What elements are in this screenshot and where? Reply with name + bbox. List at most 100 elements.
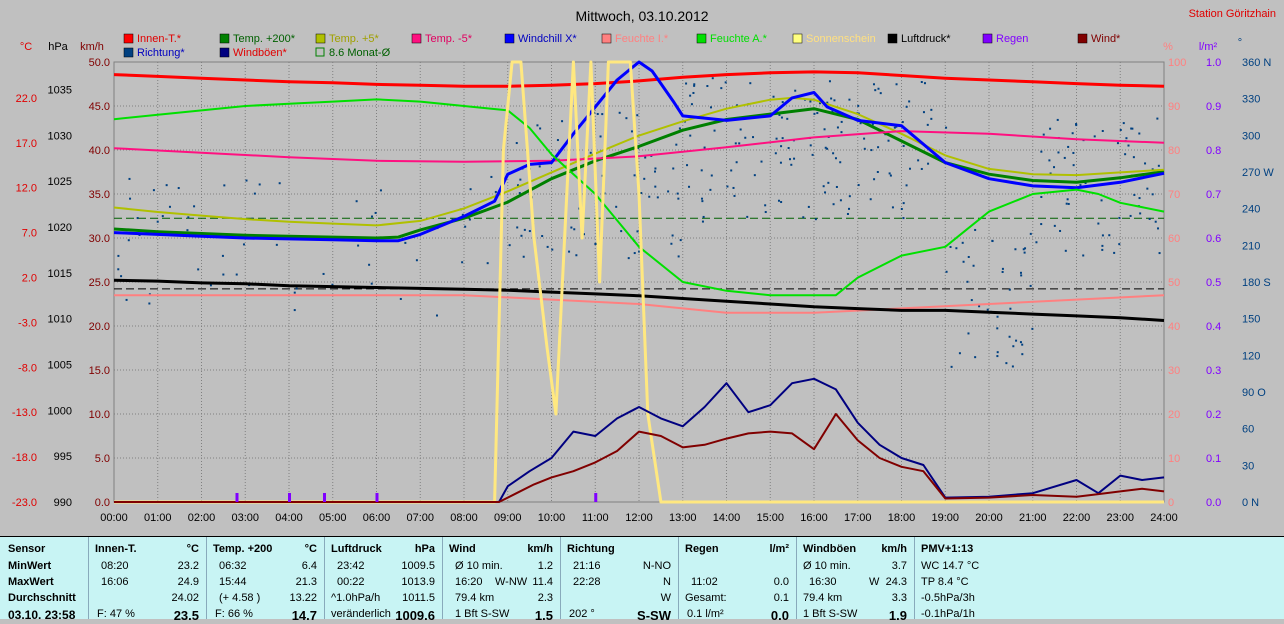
direction-dot [730, 169, 733, 172]
direction-dot [824, 191, 827, 194]
direction-dot [873, 178, 876, 181]
direction-dot [370, 282, 373, 285]
boeen-avg-label: Ø 10 min. [803, 560, 851, 572]
time-tick: 02:00 [188, 512, 216, 524]
time-tick: 22:00 [1063, 512, 1091, 524]
temp-tick: -13.0 [12, 407, 37, 419]
wind-max-value: 11.4 [532, 576, 553, 588]
wind-unit: km/h [80, 41, 104, 53]
direction-dot [822, 185, 825, 188]
humidity-tick: 80 [1168, 145, 1180, 157]
temp200-max-value: 21.3 [295, 576, 317, 588]
legend-label: Luftdruck* [901, 33, 951, 45]
direction-dot [570, 226, 573, 229]
direction-tick: 240 [1242, 204, 1260, 216]
pressure-tick: 1015 [48, 268, 72, 280]
wind-avg-value: 2.3 [537, 592, 553, 604]
direction-dot [711, 77, 714, 80]
direction-dot [1116, 142, 1119, 145]
direction-dot [819, 102, 822, 105]
direction-dot [125, 298, 128, 301]
wind-max-direction: W-NW [495, 576, 528, 588]
luftdruck-max-value: 1013.9 [401, 576, 435, 588]
direction-dot [222, 273, 225, 276]
wind-distance: 79.4 km [455, 592, 495, 604]
direction-dot [156, 220, 159, 223]
legend-label: Feuchte I.* [615, 33, 669, 45]
direction-dot [1001, 270, 1004, 273]
humidity-tick: 60 [1168, 233, 1180, 245]
direction-dot [949, 245, 952, 248]
direction-dot [692, 91, 695, 94]
boeen-title: Windböen [803, 543, 857, 555]
direction-dot [1146, 187, 1149, 190]
time-tick: 01:00 [144, 512, 172, 524]
rain-tick: 0.6 [1206, 233, 1221, 245]
direction-dot [1040, 223, 1043, 226]
temp-tick: -8.0 [18, 362, 37, 374]
boeen-unit: km/h [881, 543, 907, 555]
pressure-tick: 1005 [48, 360, 72, 372]
rain-tick: 0.7 [1206, 189, 1221, 201]
boeen-current-value: 1.9 [888, 608, 907, 623]
time-tick: 18:00 [888, 512, 916, 524]
chart-title: Mittwoch, 03.10.2012 [575, 8, 708, 24]
direction-dot [136, 217, 139, 220]
direction-dot [672, 167, 675, 170]
direction-dot [242, 243, 245, 246]
direction-dot [1082, 254, 1085, 257]
direction-dot [1108, 234, 1111, 237]
direction-dot [863, 137, 866, 140]
pressure-unit: hPa [48, 41, 68, 53]
series-feuchte-i [114, 294, 1165, 314]
direction-dot [1063, 156, 1066, 159]
direction-dot [1019, 341, 1022, 344]
temp200-avg-value: 13.22 [289, 592, 317, 604]
stats-innen: Innen-T. °C 08:20 23.2 16:06 24.9 24.02 F: … [88, 537, 205, 623]
pressure-tick: 1010 [48, 314, 72, 326]
direction-dot [1053, 224, 1056, 227]
luftdruck-trend: ^1.0hPa/h [331, 592, 381, 604]
direction-dot [1059, 229, 1062, 232]
direction-dot [1138, 132, 1141, 135]
direction-dot [823, 128, 826, 131]
direction-dot [177, 187, 180, 190]
series-wind [114, 413, 1165, 503]
direction-dot [908, 100, 911, 103]
legend-label: Wind* [1091, 33, 1121, 45]
direction-dot [807, 205, 810, 208]
direction-dot [245, 179, 248, 182]
direction-tick: 30 [1242, 460, 1254, 472]
time-tick: 15:00 [756, 512, 784, 524]
rain-tick: 0.8 [1206, 145, 1221, 157]
humidity-tick: 20 [1168, 409, 1180, 421]
direction-dot [370, 215, 373, 218]
regen-max-value: 0.0 [773, 576, 789, 588]
direction-dot [835, 185, 838, 188]
temp200-current-humidity: F: 66 % [215, 608, 253, 620]
direction-dot [1012, 345, 1015, 348]
legend-swatch [792, 33, 803, 44]
direction-dot [749, 82, 752, 85]
time-tick: 04:00 [275, 512, 303, 524]
direction-dot [575, 254, 578, 257]
direction-dot [161, 215, 164, 218]
stats-pmv: PMV+1:13 WC 14.7 °C TP 8.4 °C -0.5hPa/3h… [914, 537, 1025, 620]
direction-dot [920, 167, 923, 170]
innen-max-time: 16:06 [101, 576, 129, 588]
direction-dot [193, 205, 196, 208]
direction-dot [1053, 166, 1056, 169]
direction-dot [827, 181, 830, 184]
time-tick: 19:00 [931, 512, 959, 524]
direction-dot [596, 113, 599, 116]
direction-dot [703, 146, 706, 149]
direction-dot [991, 239, 994, 242]
direction-dot [654, 185, 657, 188]
direction-dot [168, 205, 171, 208]
direction-dot [435, 314, 438, 317]
direction-dot [872, 83, 875, 86]
direction-dot [735, 161, 738, 164]
stats-boeen: Windböen km/h Ø 10 min. 3.7 16:30 W 24.3 79.… [796, 537, 913, 623]
direction-dot [859, 122, 862, 125]
direction-dot [1020, 274, 1023, 277]
